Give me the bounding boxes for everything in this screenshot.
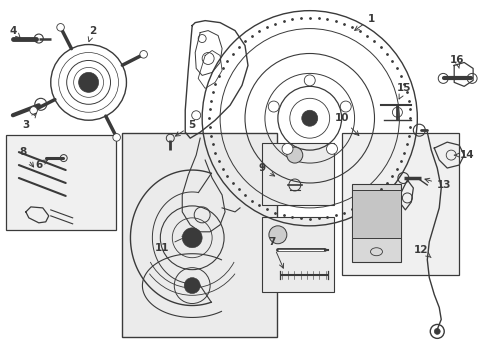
Text: 11: 11 (155, 236, 187, 253)
Circle shape (57, 23, 64, 31)
Circle shape (184, 278, 200, 293)
Bar (342, 133, 459, 275)
Bar (262, 217, 334, 292)
Circle shape (282, 143, 293, 154)
Text: 7: 7 (268, 237, 284, 268)
Circle shape (304, 75, 315, 86)
Bar (352, 184, 401, 262)
Text: 16: 16 (450, 55, 465, 68)
Bar (262, 143, 334, 205)
Text: 6: 6 (35, 160, 48, 170)
Circle shape (269, 226, 287, 244)
Circle shape (268, 101, 279, 112)
Text: 9: 9 (258, 163, 275, 176)
Text: 12: 12 (414, 245, 431, 257)
Bar (122, 133, 277, 337)
Text: 3: 3 (22, 113, 36, 130)
Text: 10: 10 (334, 113, 359, 135)
Circle shape (340, 101, 351, 112)
Circle shape (182, 228, 202, 248)
Circle shape (302, 110, 318, 126)
Circle shape (30, 107, 37, 114)
Text: 2: 2 (88, 26, 96, 42)
Text: 13: 13 (425, 178, 451, 190)
Circle shape (113, 134, 121, 141)
Text: 1: 1 (355, 14, 375, 30)
Circle shape (326, 143, 338, 154)
Circle shape (78, 72, 98, 92)
Text: 8: 8 (19, 147, 34, 167)
Bar (6, 135, 116, 230)
Text: 15: 15 (397, 84, 412, 99)
Text: 5: 5 (175, 120, 196, 136)
Text: 4: 4 (9, 26, 20, 38)
Circle shape (434, 328, 440, 334)
Bar (352, 190, 401, 238)
Circle shape (287, 147, 303, 163)
Circle shape (140, 50, 147, 58)
Text: 14: 14 (454, 150, 474, 160)
